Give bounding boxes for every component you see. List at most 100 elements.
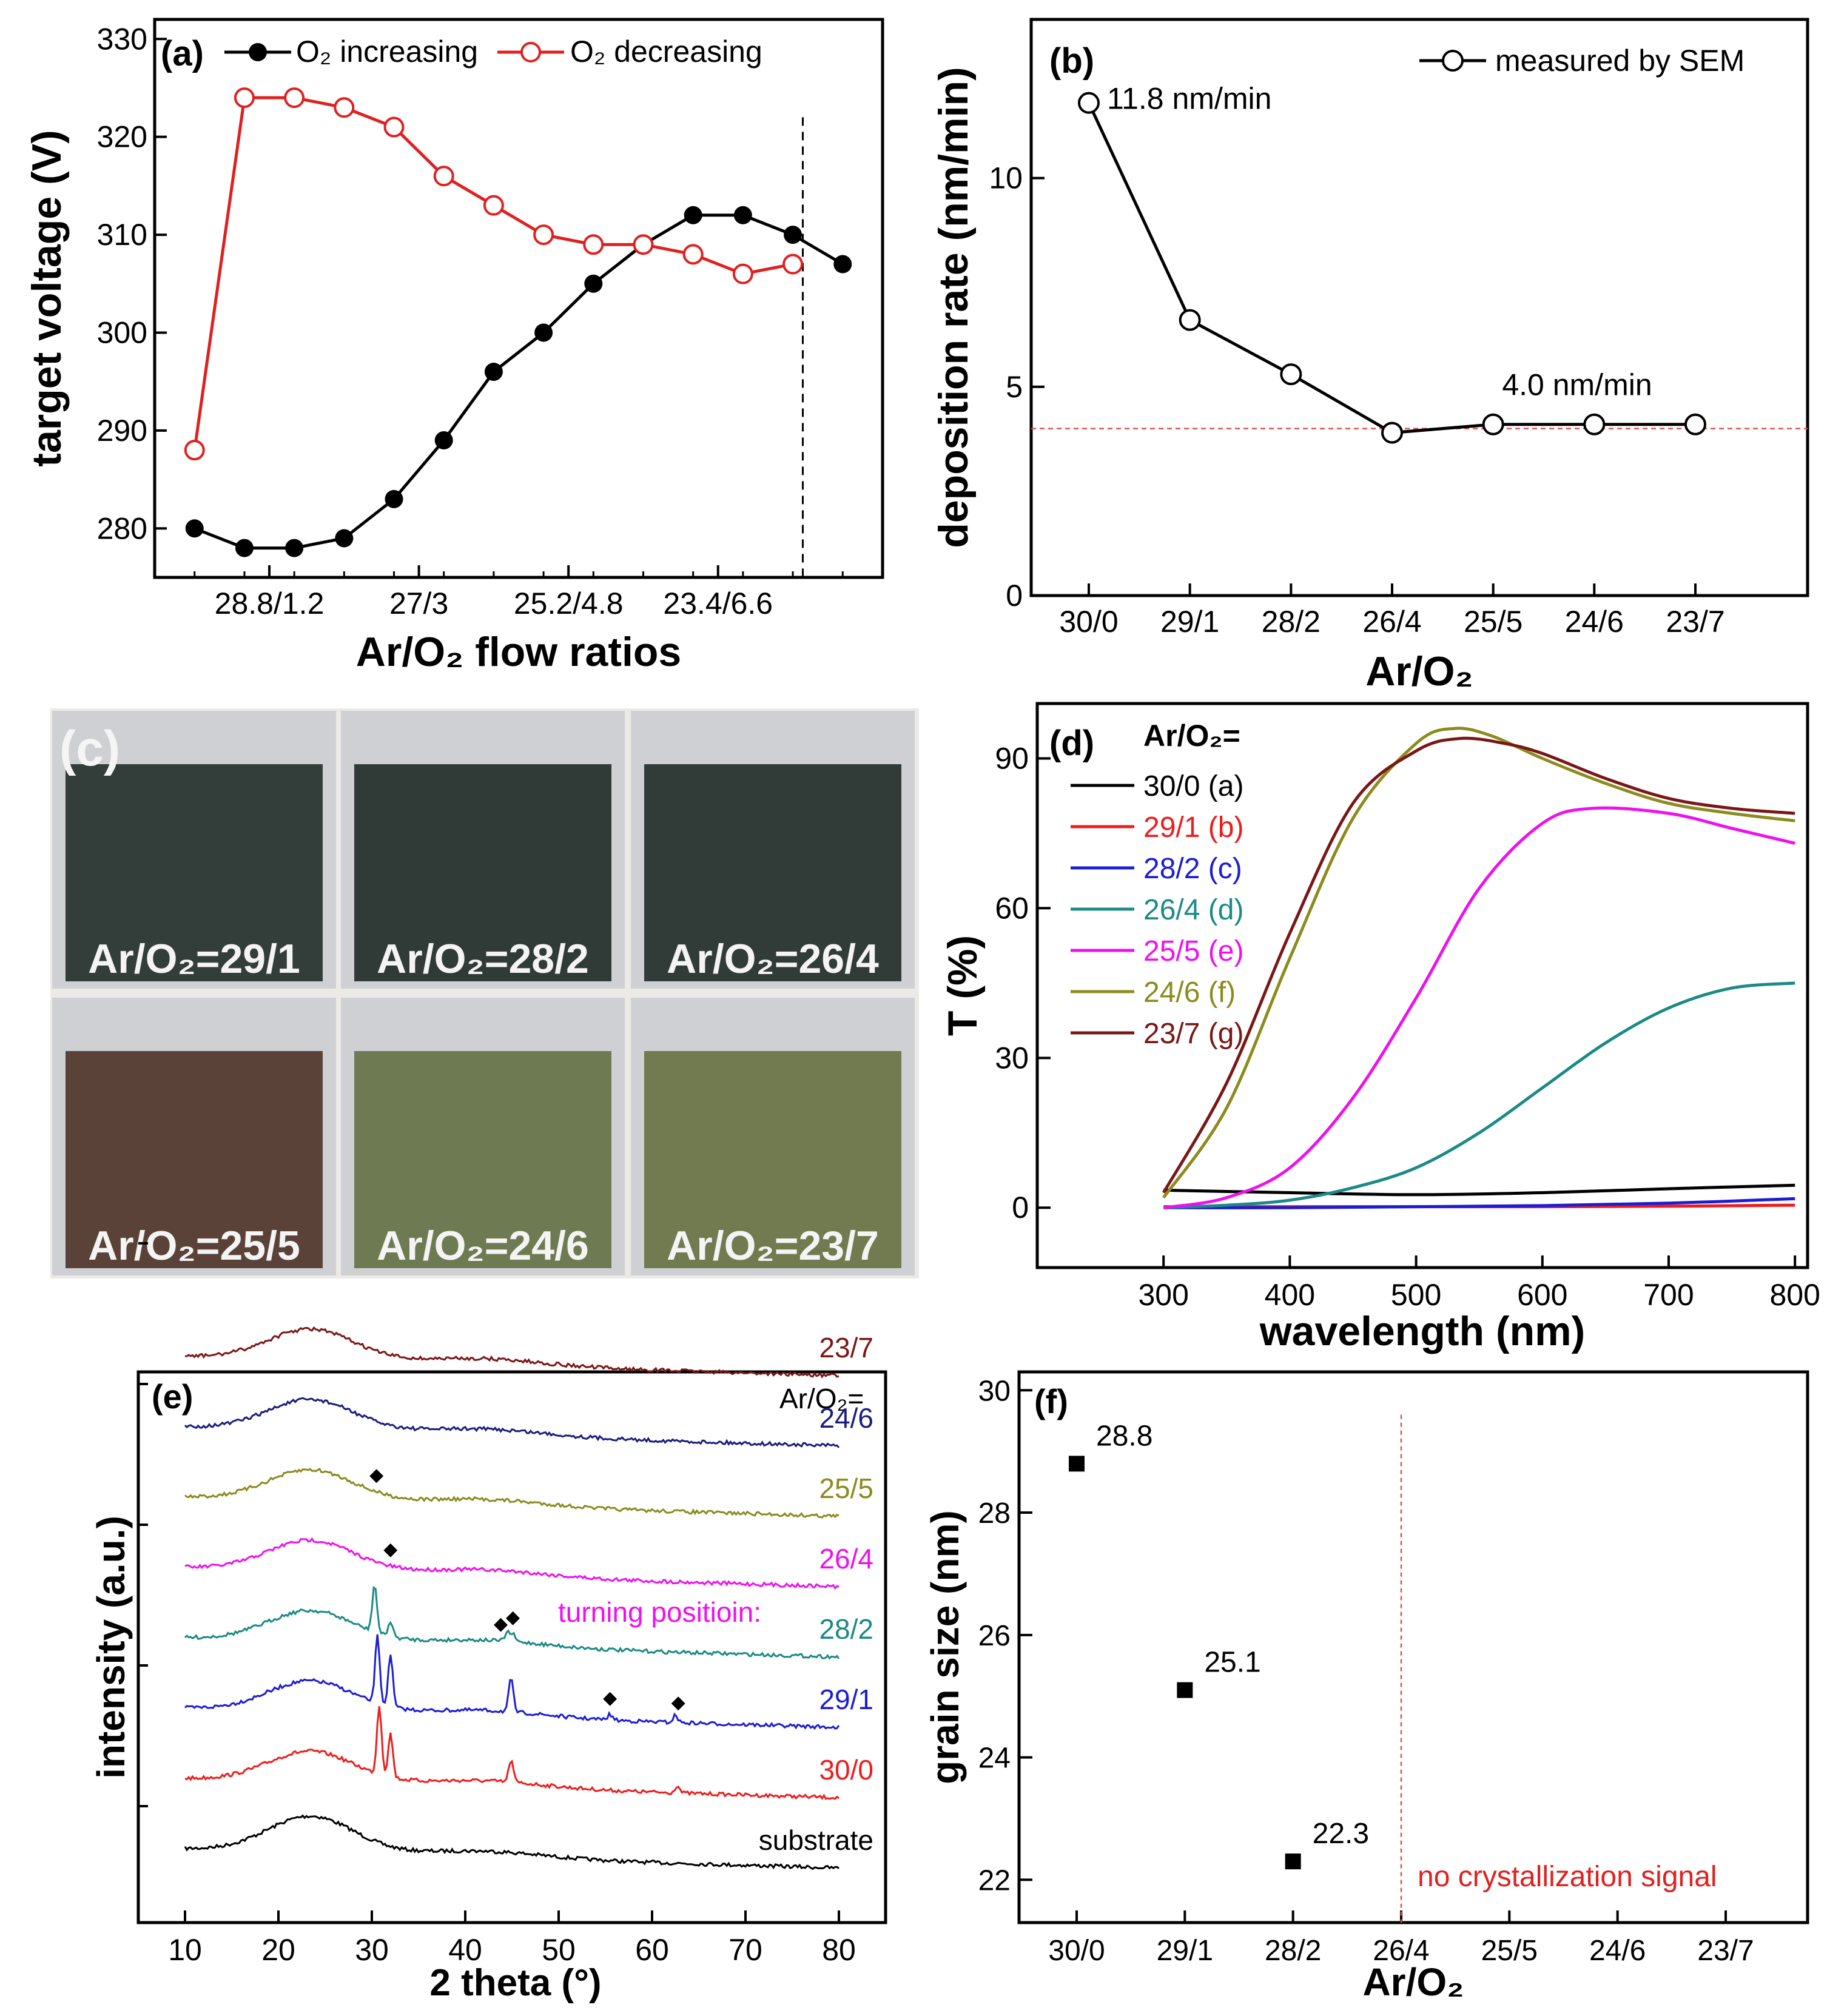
photo-sample-2 [354,764,611,981]
series-label: 26/4 [819,1543,873,1574]
legend-label: 25/5 (e) [1143,935,1243,967]
data-point [1179,309,1201,331]
series-line-28-2 [1163,1197,1795,1209]
series-line-26-4 [1163,981,1795,1209]
panel-b-deposition-rate-chart: 0 5 10 30/0 29/1 28/2 26/4 25/5 24/6 23/7 (b) mea… [930,18,1809,694]
panel-b-label: (b) [1049,41,1094,81]
panel-d-legend-title: Ar/O₂= [1143,719,1240,753]
y-tick-label: 300 [97,315,147,349]
photo-tile-label: Ar/O₂=29/1 [88,936,300,982]
peak-marker-diamond: ◆ [383,1539,397,1559]
x-tick-label: 30 [355,1933,389,1967]
panel-e-label: (e) [152,1377,193,1416]
data-point [185,519,204,538]
peak-marker-diamond: ◆ [494,1614,508,1634]
series-line-24-6 [1162,727,1795,1199]
panel-e-xlabel: 2 theta (°) [429,1962,601,2004]
x-tick-label: 26/4 [1373,1935,1429,1967]
x-tick-label: 40 [448,1933,482,1967]
y-tick-label: 10 [989,161,1023,195]
y-tick-label: 310 [97,218,147,252]
x-tick-label: 800 [1769,1278,1820,1312]
y-tick-label: 28 [978,1497,1011,1530]
x-tick-label: 400 [1265,1278,1315,1312]
photo-sample-4 [66,1051,323,1268]
y-tick-label: 280 [97,511,147,545]
x-tick-label: 29/1 [1160,605,1219,639]
legend-label: 23/7 (g) [1143,1018,1243,1050]
panel-e-ticks: 10 20 30 40 50 60 70 80 [138,1242,856,1967]
photo-tile-label: Ar/O₂=25/5 [88,1223,300,1269]
legend-label: 30/0 (a) [1143,770,1243,802]
x-tick-label: 28/2 [1262,605,1321,639]
data-point-square [1285,1853,1301,1870]
peak-marker-diamond: ◆ [506,1607,520,1627]
panel-b-ticks: 0 5 10 30/0 29/1 28/2 26/4 25/5 24/6 23/7 [989,161,1724,639]
series-line-25-5 [1163,806,1795,1209]
data-point-square [1069,1456,1085,1472]
x-tick-label: 25/5 [1481,1935,1538,1967]
peak-marker-diamond: ◆ [671,1692,685,1712]
series-line-23-7 [1162,736,1795,1194]
data-point [434,431,453,450]
data-point [833,255,852,274]
legend-label: 29/1 (b) [1143,811,1243,844]
panel-a-frame [153,18,884,579]
xrd-pattern-24-6 [184,1397,840,1448]
y-tick-label: 22 [978,1864,1011,1897]
x-tick-label: 23/7 [1697,1935,1754,1967]
data-point [682,244,704,265]
xrd-pattern-29-1 [184,1634,840,1730]
legend-label-o2-increasing: O₂ increasing [296,35,478,69]
xrd-pattern-30-0 [184,1706,839,1800]
panel-a-legend: O₂ increasing O₂ decreasing [224,35,762,69]
panel-f-frame [1017,1370,1809,1924]
data-point [1280,363,1302,386]
data-point [732,263,753,284]
x-tick-label: 500 [1391,1278,1441,1312]
data-point [284,87,305,109]
panel-e-xrd-chart: 10 20 30 40 50 60 70 80 ◆◆◆◆◆ ◆ (e) Ar/O₂= subst… [89,1242,887,2004]
x-tick-label: 70 [728,1933,762,1967]
x-tick-label: 600 [1517,1278,1567,1312]
y-tick-label: 30 [995,1041,1029,1075]
point-label: 25.1 [1204,1647,1260,1679]
x-tick-label: 80 [822,1933,856,1967]
data-point [733,206,752,224]
panel-d-frame [1035,702,1809,1269]
data-point [534,323,553,342]
panel-d-ylabel: T (%) [940,935,986,1036]
photo-sample-6 [644,1051,901,1268]
x-tick-label: 700 [1643,1278,1694,1312]
series-label: substrate [759,1824,873,1856]
panel-d-transmittance-chart: 0 30 60 90 300 400 500 600 700 800 (d) Ar/O₂= 30/… [940,702,1820,1354]
legend-marker-o2-increasing [249,43,267,61]
xrd-pattern-23-7 [184,1326,839,1379]
xrd-pattern-26-4 [184,1537,839,1590]
data-point [285,539,304,557]
annotation-4-0-nm-min: 4.0 nm/min [1502,368,1652,402]
legend-marker-o2-decreasing [520,42,541,62]
data-point [334,97,355,118]
panel-e-ylabel: intensity (a.u.) [89,1516,133,1779]
legend-label: 24/6 (f) [1143,976,1236,1009]
legend-label: 26/4 (d) [1143,894,1243,926]
data-point [1381,422,1403,444]
x-tick-label: 27/3 [389,586,448,620]
series-label: 23/7 [819,1332,873,1363]
series-line-o2-decreasing [193,96,793,451]
panel-f-series: 28.8 25.1 22.3 [1069,1414,1402,1923]
data-point [184,440,205,461]
x-tick-label: 300 [1138,1278,1188,1312]
panel-c-label: (c) [59,721,120,776]
data-point [1583,413,1606,435]
photo-sample-1 [66,764,323,981]
panel-d-series [1162,727,1795,1209]
xrd-pattern-28-2 [184,1585,840,1660]
x-tick-label: 24/6 [1589,1935,1646,1967]
data-point [1078,92,1100,114]
data-point [584,274,603,293]
x-tick-label: 25/5 [1464,605,1522,639]
panel-a-xlabel: Ar/O₂ flow ratios [356,629,682,675]
